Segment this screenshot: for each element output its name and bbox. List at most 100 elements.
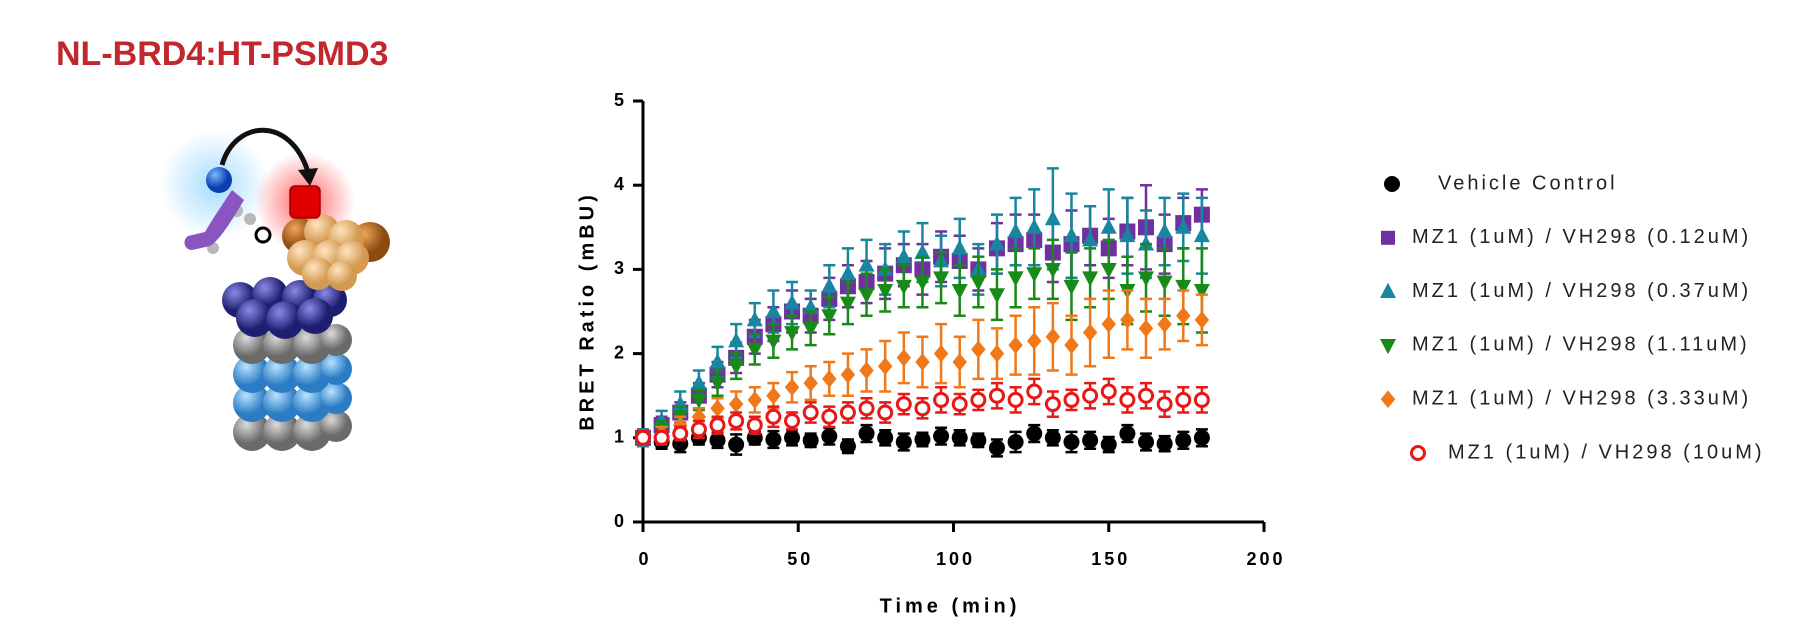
data-point [858,425,875,442]
data-point [728,332,745,348]
data-point [747,391,762,409]
data-point [1064,336,1079,354]
data-point [1026,425,1043,442]
data-point [784,429,801,446]
data-point [821,408,838,425]
data-point [933,391,950,408]
data-point [728,359,745,376]
data-point [895,434,912,451]
data-point [933,344,949,363]
data-point [1138,319,1154,338]
data-point [1194,311,1210,329]
data-point [1027,332,1042,350]
data-point [765,431,782,448]
data-point [709,376,726,392]
data-point [839,404,856,421]
data-point [839,296,856,312]
data-point [1063,279,1080,296]
data-point [970,432,987,449]
data-point [1007,434,1024,451]
data-point [1157,315,1172,333]
figure-title: NL-BRD4:HT-PSMD3 [56,35,388,73]
data-point [784,378,800,397]
data-point [1082,432,1099,449]
data-point [971,340,986,359]
data-point [784,326,801,342]
y-tick-label: 0 [614,511,627,531]
data-point [1007,391,1024,408]
illustration [160,127,390,451]
data-point [690,393,707,409]
data-point [635,429,651,446]
data-point [1082,231,1099,247]
data-point [951,284,968,300]
legend-marker [1380,339,1396,355]
data-point [877,404,894,421]
legend-label: MZ1 (1uM) / VH298 (0.12uM) [1412,226,1751,248]
data-point [1082,323,1098,342]
legend-marker [1384,176,1400,192]
data-point [1119,391,1136,408]
data-point [952,353,967,371]
data-point [710,399,725,418]
data-point [1008,336,1023,354]
data-point [1044,263,1061,279]
data-point [1063,434,1080,451]
data-point [951,239,968,255]
data-point [803,374,818,392]
data-point [653,429,670,446]
data-point [1101,315,1116,333]
data-point [1044,429,1061,446]
data-point [933,428,950,445]
data-point [746,417,763,434]
data-point [914,400,931,417]
data-point [822,370,837,388]
data-point [1156,275,1173,291]
legend-label: MZ1 (1uM) / VH298 (0.37uM) [1412,280,1751,302]
data-point [1044,396,1061,413]
data-point [877,284,894,300]
data-point [1156,396,1173,413]
x-tick-label: 100 [936,549,975,569]
legend-marker [1410,445,1426,461]
data-point [1193,284,1210,300]
x-axis-title: Time (min) [880,595,1021,617]
data-point [1156,435,1173,452]
data-point [1138,387,1155,404]
data-point [1138,434,1155,451]
data-point [1100,218,1117,234]
data-point [728,412,745,429]
data-point [839,438,856,455]
legend-marker [1380,282,1396,298]
legend-label: MZ1 (1uM) / VH298 (3.33uM) [1412,387,1751,409]
legend-marker [1380,390,1396,408]
data-point [1175,432,1192,449]
data-point [1100,436,1117,453]
data-point [914,431,931,448]
data-point [859,361,874,380]
data-point [970,275,987,291]
series [635,423,1210,458]
data-point [1156,222,1173,238]
data-point [951,396,968,413]
data-point [1026,383,1043,400]
data-point [1175,391,1192,408]
data-point [895,279,912,296]
data-point [1063,226,1080,243]
data-point [895,247,912,264]
data-point [766,386,781,405]
data-point [821,309,838,325]
data-point [784,294,801,310]
data-point [765,334,782,350]
data-point [877,357,893,376]
y-tick-label: 2 [614,342,627,362]
data-point [858,288,875,304]
data-point [765,302,782,318]
data-point [690,421,707,438]
data-point [1007,222,1024,238]
data-point [988,439,1005,456]
data-point [1082,387,1099,404]
data-point [951,429,968,446]
